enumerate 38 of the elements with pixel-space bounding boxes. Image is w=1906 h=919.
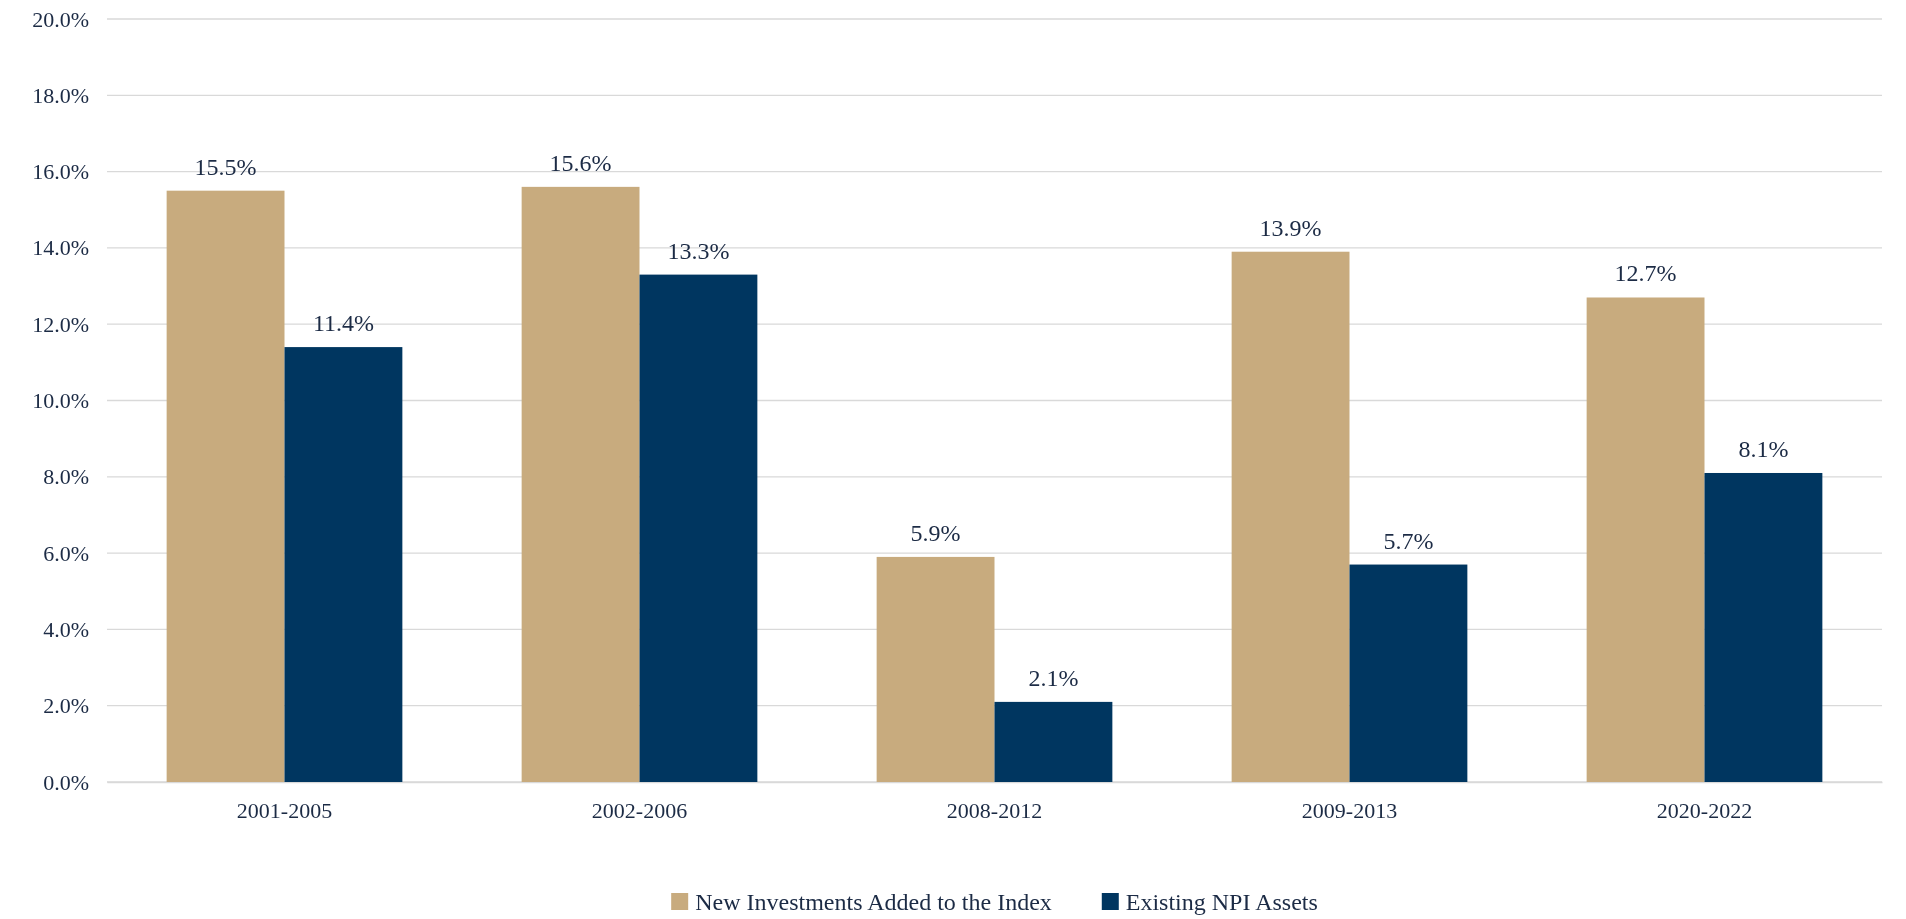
y-tick-label: 20.0% [32,6,89,32]
x-tick-label: 2020-2022 [1656,797,1753,823]
data-label: 5.7% [1383,527,1434,554]
legend-label: New Investments Added to the Index [695,889,1052,915]
bar [521,186,640,782]
y-tick-label: 8.0% [43,464,89,490]
bar [876,556,995,782]
y-tick-label: 18.0% [32,82,89,108]
y-tick-label: 6.0% [43,540,89,566]
data-label: 11.4% [312,310,374,337]
data-label: 8.1% [1738,435,1789,462]
y-tick-label: 0.0% [43,769,89,795]
bar [994,701,1113,782]
legend-label: Existing NPI Assets [1125,889,1318,915]
y-tick-label: 10.0% [32,388,89,414]
data-label: 15.5% [194,153,257,180]
data-label: 13.3% [667,237,730,264]
bar [1349,564,1468,782]
x-tick-label: 2009-2013 [1301,797,1398,823]
y-tick-label: 12.0% [32,311,89,337]
data-label: 13.9% [1259,214,1322,241]
data-label: 5.9% [910,519,961,546]
bar [166,190,285,782]
bar [284,347,403,782]
bar [1704,472,1823,782]
bar [1231,251,1350,782]
y-tick-label: 16.0% [32,159,89,185]
y-tick-label: 4.0% [43,616,89,642]
data-label: 15.6% [549,149,612,176]
x-tick-label: 2008-2012 [946,797,1043,823]
x-tick-label: 2002-2006 [591,797,688,823]
y-tick-label: 14.0% [32,235,89,261]
bar [639,274,758,782]
bar [1586,297,1705,782]
data-label: 12.7% [1614,260,1677,287]
x-tick-label: 2001-2005 [236,797,333,823]
y-tick-label: 2.0% [43,693,89,719]
data-label: 2.1% [1028,664,1079,691]
